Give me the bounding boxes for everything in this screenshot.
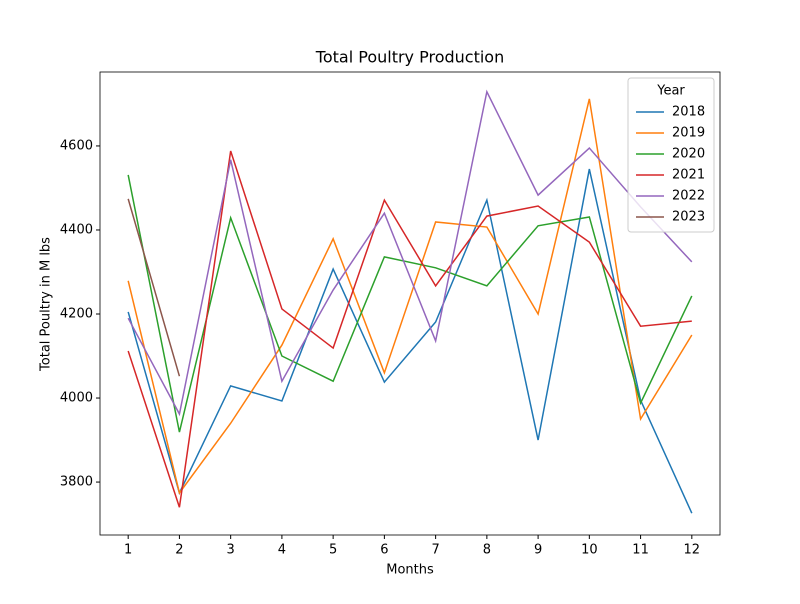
- y-tick-label: 4000: [60, 391, 93, 406]
- legend-title: Year: [656, 84, 685, 99]
- line: [127, 98, 693, 495]
- legend-box: [627, 77, 715, 233]
- y-axis-label: Total Poultry in M lbs: [39, 237, 54, 372]
- y-tick-label: 4200: [60, 307, 93, 322]
- plot-area: [99, 71, 721, 536]
- x-tick-label: 6: [380, 543, 388, 558]
- legend-label: 2023: [672, 210, 705, 225]
- line: [127, 198, 181, 377]
- y-tick-label: 3800: [60, 475, 93, 490]
- x-tick-label: 10: [581, 543, 598, 558]
- x-tick-label: 4: [278, 543, 286, 558]
- x-tick-label: 1: [124, 543, 132, 558]
- line: [127, 174, 693, 433]
- y-tick-label: 4400: [60, 222, 93, 237]
- x-tick-label: 11: [632, 543, 649, 558]
- legend-label: 2021: [672, 168, 705, 183]
- x-axis-label: Months: [386, 563, 434, 578]
- legend-label: 2019: [672, 126, 705, 141]
- line: [127, 89, 693, 417]
- x-tick-label: 3: [227, 543, 235, 558]
- x-tick-label: 7: [431, 543, 439, 558]
- x-tick-label: 5: [329, 543, 337, 558]
- x-tick-label: 2: [175, 543, 183, 558]
- line: [127, 150, 692, 508]
- y-tick-label: 4600: [60, 138, 93, 153]
- legend-label: 2018: [672, 105, 705, 120]
- x-tick-label: 12: [684, 543, 701, 558]
- line: [127, 168, 693, 514]
- x-tick-label: 9: [534, 543, 542, 558]
- legend-label: 2022: [672, 189, 705, 204]
- chart-title: Total Poultry Production: [315, 48, 504, 67]
- legend-label: 2020: [672, 147, 705, 162]
- x-tick-label: 8: [483, 543, 491, 558]
